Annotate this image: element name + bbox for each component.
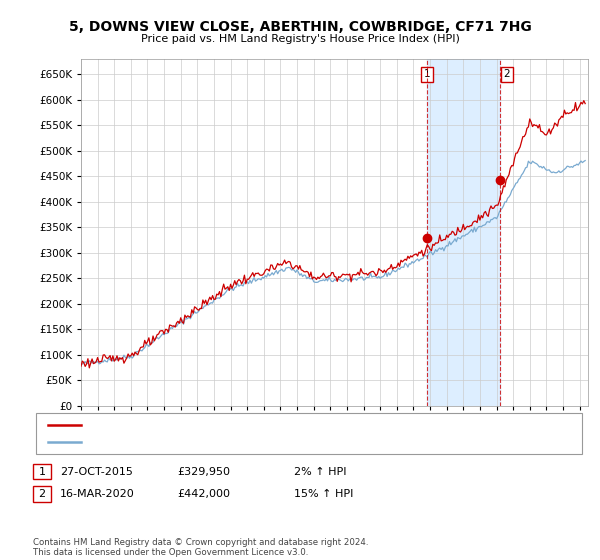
Text: 1: 1 — [38, 466, 46, 477]
Text: £442,000: £442,000 — [177, 489, 230, 499]
Text: Price paid vs. HM Land Registry's House Price Index (HPI): Price paid vs. HM Land Registry's House … — [140, 34, 460, 44]
Text: 5, DOWNS VIEW CLOSE, ABERTHIN, COWBRIDGE, CF71 7HG: 5, DOWNS VIEW CLOSE, ABERTHIN, COWBRIDGE… — [68, 20, 532, 34]
Text: 2: 2 — [503, 69, 510, 79]
Text: 15% ↑ HPI: 15% ↑ HPI — [294, 489, 353, 499]
Text: 2% ↑ HPI: 2% ↑ HPI — [294, 466, 347, 477]
Text: HPI: Average price, detached house, Vale of Glamorgan: HPI: Average price, detached house, Vale… — [87, 437, 377, 447]
Text: 5, DOWNS VIEW CLOSE, ABERTHIN, COWBRIDGE, CF71 7HG (detached house): 5, DOWNS VIEW CLOSE, ABERTHIN, COWBRIDGE… — [87, 419, 493, 430]
Text: 2: 2 — [38, 489, 46, 499]
Bar — [427, 59, 500, 406]
Text: Contains HM Land Registry data © Crown copyright and database right 2024.
This d: Contains HM Land Registry data © Crown c… — [33, 538, 368, 557]
Text: 27-OCT-2015: 27-OCT-2015 — [60, 466, 133, 477]
Text: 16-MAR-2020: 16-MAR-2020 — [60, 489, 135, 499]
Text: £329,950: £329,950 — [177, 466, 230, 477]
Text: 1: 1 — [424, 69, 430, 79]
